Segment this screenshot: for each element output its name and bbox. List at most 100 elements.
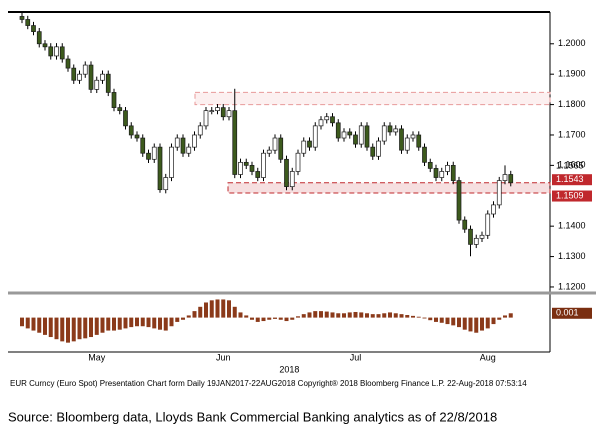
histogram-bar [416, 316, 421, 318]
histogram-bar [462, 317, 467, 330]
candle-body [450, 165, 456, 181]
histogram-bar [20, 317, 24, 327]
histogram-bar [399, 314, 404, 318]
candle-body [284, 158, 289, 188]
candle-body [186, 146, 192, 154]
source: Source: Bloomberg data, Lloyds Bank Comm… [8, 409, 497, 424]
candle-body [473, 237, 479, 245]
histogram-bar [89, 317, 93, 338]
histogram-bar [347, 312, 352, 318]
candle-body [439, 171, 445, 178]
x-tick-label: Jun [216, 352, 231, 362]
histogram-bar [313, 311, 318, 318]
candle-body [341, 131, 347, 139]
y-tick-label: 1.1800 [558, 99, 586, 109]
candle-body [468, 228, 473, 245]
histogram-bar [508, 313, 513, 318]
candle-body [203, 110, 209, 127]
histogram-bar [445, 317, 450, 325]
histogram-bar [204, 302, 208, 318]
histogram-bar [60, 317, 65, 342]
histogram-bar [123, 317, 128, 329]
histogram-bar [457, 317, 461, 328]
histogram-bar [439, 317, 444, 323]
x-tick-label: Jul [350, 352, 362, 362]
candle-body [318, 119, 324, 127]
candle-body [502, 174, 508, 181]
histogram-bar [152, 317, 157, 329]
histogram-bar [209, 300, 214, 318]
histogram-bar [497, 317, 502, 320]
price-label: 1.1509 [556, 190, 584, 200]
candle-body [278, 137, 284, 160]
histogram-bar [163, 317, 168, 331]
x-tick-label: Aug [480, 352, 496, 362]
candle-body [157, 146, 163, 191]
year-label: 2018 [279, 364, 299, 374]
histogram-bar [290, 317, 295, 320]
histogram-bar [324, 311, 329, 318]
candle-body [209, 110, 215, 113]
candle-body [140, 137, 146, 154]
histogram-bar [342, 313, 346, 318]
candle-body [105, 73, 111, 93]
candle-body [399, 128, 404, 151]
price-label-box [552, 190, 592, 202]
histogram-bar [77, 317, 82, 340]
candle-body [381, 125, 387, 142]
candle-body [433, 168, 439, 178]
histogram-bar [232, 306, 237, 318]
histogram-bar [117, 317, 122, 330]
candle-body [353, 134, 358, 145]
histogram-bar [255, 317, 260, 322]
candle-body [192, 134, 197, 148]
candle-body [249, 165, 255, 172]
histogram-bar [192, 311, 197, 318]
y-tick-label: 1.2000 [558, 38, 586, 48]
candle-body [151, 146, 157, 160]
candle-body [100, 73, 105, 81]
histogram-bar [181, 317, 185, 320]
candle-body [330, 116, 335, 124]
histogram-bar [388, 312, 392, 318]
candle-body [163, 177, 169, 191]
candle-body [94, 79, 100, 90]
histogram-bar [365, 313, 369, 318]
candle-body [197, 125, 203, 136]
histogram-bar [71, 317, 76, 342]
histogram-bar [25, 317, 30, 329]
histogram-bar [301, 314, 306, 318]
histogram-bar [112, 317, 116, 331]
candle-body [226, 110, 232, 118]
histogram-bar [319, 311, 323, 318]
candle-body [146, 152, 151, 160]
candle-body [117, 107, 123, 112]
histogram-bar [503, 315, 507, 318]
histogram-bar [129, 317, 134, 328]
candle-body [491, 204, 496, 215]
histogram-bar [273, 317, 277, 319]
candle-body [387, 125, 393, 133]
zone [194, 91, 551, 106]
y-tick-label: 1.1300 [558, 251, 586, 261]
candle-body [111, 92, 117, 108]
histogram-bar [31, 317, 36, 331]
candle-body [48, 46, 54, 57]
histogram-bar [267, 317, 272, 320]
candle-body [347, 131, 353, 136]
histogram-bar [474, 317, 479, 333]
histogram-bar [261, 317, 266, 322]
price-label: 1.1543 [556, 174, 584, 184]
candle-body [295, 152, 301, 172]
candle-body [128, 125, 134, 136]
candle-body [243, 161, 249, 166]
candle-body [169, 146, 174, 178]
histogram-bar [480, 317, 484, 331]
histogram-bar [359, 312, 364, 318]
price-label: 1.1565 [556, 160, 584, 170]
candle-body [59, 46, 65, 60]
candle-body [335, 122, 341, 139]
candle-body [123, 110, 128, 127]
histogram-bar [284, 317, 289, 322]
